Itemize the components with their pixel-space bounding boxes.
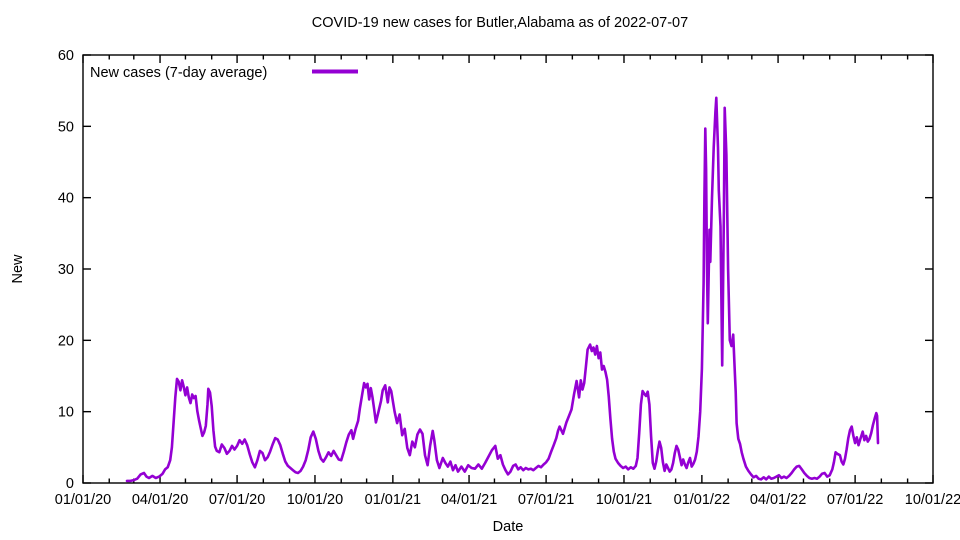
x-tick-label: 10/01/20 — [287, 492, 343, 508]
x-tick-label: 01/01/20 — [55, 492, 111, 508]
series-line-new-cases — [125, 96, 880, 483]
x-tick-label: 04/01/20 — [132, 492, 188, 508]
y-axis-label: New — [10, 254, 26, 284]
x-tick-label: 07/01/20 — [209, 492, 265, 508]
legend: New cases (7-day average) — [90, 65, 358, 81]
x-tick-label: 01/01/21 — [365, 492, 421, 508]
legend-label: New cases (7-day average) — [90, 65, 267, 81]
y-tick-label: 20 — [58, 333, 74, 349]
y-tick-label: 0 — [66, 476, 74, 492]
x-tick-label: 01/01/22 — [674, 492, 730, 508]
x-tick-label: 07/01/22 — [827, 492, 883, 508]
y-tick-label: 30 — [58, 262, 74, 278]
x-axis-label: Date — [493, 519, 524, 535]
x-tick-label: 07/01/21 — [518, 492, 574, 508]
x-tick-label: 10/01/21 — [596, 492, 652, 508]
x-tick-label: 04/01/21 — [441, 492, 497, 508]
chart-title: COVID-19 new cases for Butler,Alabama as… — [312, 15, 688, 31]
axis-tick-labels: 0 10 20 30 40 50 60 01/01/20 04/01/20 07/01/20 10/… — [55, 48, 960, 508]
x-tick-label: 04/01/22 — [750, 492, 806, 508]
axis-ticks — [82, 54, 934, 484]
y-tick-label: 40 — [58, 191, 74, 207]
y-tick-label: 10 — [58, 405, 74, 421]
x-tick-label: 10/01/22 — [905, 492, 960, 508]
y-tick-label: 60 — [58, 48, 74, 64]
plot-border — [82, 54, 934, 484]
y-tick-label: 50 — [58, 119, 74, 135]
